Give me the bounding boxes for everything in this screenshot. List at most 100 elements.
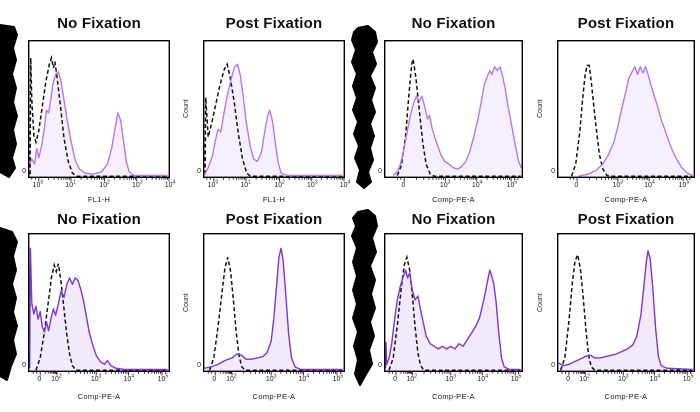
plot-border [556,232,696,373]
tick-base: 0 [574,182,579,189]
histogram-plot [556,232,696,376]
sample-histogram-curve [29,71,168,177]
sample-histogram-fill [204,248,343,371]
tick-base: 10 [477,376,486,383]
panel-title: No Fixation [57,15,141,32]
tick-base: 10 [99,182,108,189]
tick-exponent: 4 [172,179,176,186]
y-axis-label: Count [537,99,544,119]
y-axis-zero-label: 0 [197,362,201,369]
tick-exponent: 4 [131,373,135,380]
tick-base: 10 [207,182,216,189]
x-axis-tick-label: 104 [116,373,142,383]
x-axis-tick-label: 104 [642,374,668,383]
panel-title: No Fixation [411,211,496,228]
tick-base: 10 [265,376,274,383]
tick-base: 10 [339,182,348,189]
x-axis-label: Comp-PE-A [604,392,648,401]
y-axis-label: Count [183,293,190,312]
y-axis-zero-label: 0 [22,362,26,369]
tick-base: 10 [644,182,652,189]
tick-base: 10 [332,376,341,383]
y-axis-zero-label: 0 [551,362,555,369]
histogram-plot [383,39,524,182]
histogram-plot [202,232,346,376]
tick-base: 0 [566,376,570,383]
tick-base: 10 [445,376,454,383]
tick-exponent: 0 [40,179,44,186]
sample-histogram-fill [385,270,521,371]
x-axis-tick-label: 105 [499,179,525,189]
plot-border [27,232,171,373]
panel-title: Post Fixation [577,15,675,32]
x-axis-tick-label: 103 [83,374,109,383]
tick-exponent: 3 [447,179,451,186]
tick-base: 10 [406,376,415,383]
tick-exponent: 2 [58,373,62,380]
tick-base: 10 [579,376,588,383]
histogram-plot [27,232,171,376]
x-axis-tick-label: 105 [675,374,700,383]
x-axis-tick-label: 102 [218,373,244,383]
sample-histogram-curve [204,63,343,177]
sample-histogram-curve [384,269,521,371]
tick-base: 10 [123,376,132,383]
x-axis-label: FL1-H [262,195,286,204]
tick-exponent: 2 [587,373,590,380]
x-axis-tick-label: 103 [124,180,150,189]
tick-base: 10 [274,182,283,189]
tick-base: 10 [510,376,519,383]
tick-base: 10 [471,182,480,189]
x-axis-tick-label: 0 [26,376,52,383]
x-axis-tick-label: 102 [43,373,69,383]
x-axis-tick-label: 100 [200,179,226,189]
tick-exponent: 5 [340,373,344,380]
plot-border [202,39,346,179]
control-histogram-dashed-curve [388,254,521,371]
tick-base: 10 [132,182,140,189]
x-axis-tick-label: 103 [299,179,325,189]
plot-border [27,39,171,179]
x-axis-tick-label: 102 [92,180,118,189]
sample-histogram-curve [392,66,522,177]
x-axis-tick-label: 103 [432,179,458,189]
tick-base: 10 [90,376,99,383]
tick-exponent: 3 [453,373,456,380]
y-axis-zero-label: 0 [378,168,382,175]
tick-exponent: 5 [514,179,518,186]
tick-base: 10 [298,376,307,383]
sample-histogram-fill [558,250,693,371]
x-axis-tick-label: 104 [636,180,662,189]
x-axis-label: Comp-PE-A [432,195,475,204]
tick-base: 0 [401,182,406,189]
tick-exponent: 5 [518,373,522,380]
tick-exponent: 0 [215,179,219,186]
tick-base: 10 [649,376,658,383]
histogram-plot [27,39,171,182]
y-axis-zero-label: 0 [197,168,201,175]
tick-exponent: 3 [314,179,318,186]
sample-histogram-curve [558,250,693,371]
y-axis-zero-label: 0 [551,168,555,175]
sample-histogram-fill [393,66,522,177]
x-axis-tick-label: 105 [671,180,697,189]
x-axis-tick-label: 105 [325,373,351,383]
tick-exponent: 4 [347,179,351,186]
tick-exponent: 3 [620,179,623,186]
tick-base: 10 [51,376,59,383]
x-axis-tick-label: 0 [390,182,416,189]
plot-border [383,232,524,373]
x-axis-tick-label: 102 [572,373,598,383]
tick-exponent: 4 [306,373,310,380]
redaction-mark-4 [351,209,378,386]
x-axis-tick-label: 104 [157,179,183,189]
x-axis-tick-label: 105 [503,373,529,383]
control-histogram-dashed-curve [570,64,693,177]
tick-base: 0 [212,376,217,383]
tick-exponent: 2 [233,373,237,380]
x-axis-label: Comp-PE-A [77,392,121,401]
y-axis-label: Count [183,99,190,119]
tick-base: 10 [678,182,687,189]
tick-exponent: 3 [625,373,629,380]
